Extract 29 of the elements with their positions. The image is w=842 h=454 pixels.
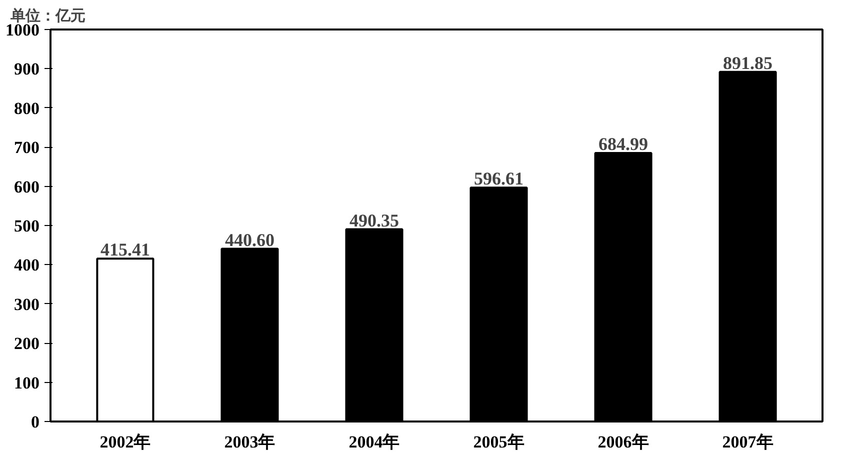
y-tick-label: 300 [14,294,40,314]
y-tick-label: 0 [31,412,40,432]
data-label: 415.41 [100,240,150,260]
bar [345,228,404,422]
data-label: 490.35 [349,210,399,230]
y-tick-label: 200 [14,334,40,354]
x-tick-label: 2005年 [473,432,524,452]
data-label: 596.61 [474,168,524,189]
y-tick-label: 800 [14,98,40,118]
x-tick-label: 2004年 [348,432,400,452]
bar [96,258,154,422]
y-tick-label: 700 [14,138,40,158]
bar [220,248,279,422]
data-label: 684.99 [598,134,648,154]
y-tick-label: 900 [14,60,40,79]
x-tick-label: 2006年 [598,432,649,452]
bar [718,70,777,422]
y-tick-label: 600 [14,177,40,196]
y-tick-label: 500 [14,216,40,236]
x-tick-label: 2002年 [100,432,151,452]
bar [470,186,528,422]
y-tick-label: 400 [14,256,40,275]
x-tick-label: 2003年 [224,432,276,452]
x-tick-label: 2007年 [722,432,774,452]
y-tick-label: 100 [14,373,40,392]
data-label: 440.60 [224,230,274,250]
y-axis-title: 单位：亿元 [10,8,86,24]
bar [594,152,652,422]
data-label: 891.85 [723,52,773,73]
